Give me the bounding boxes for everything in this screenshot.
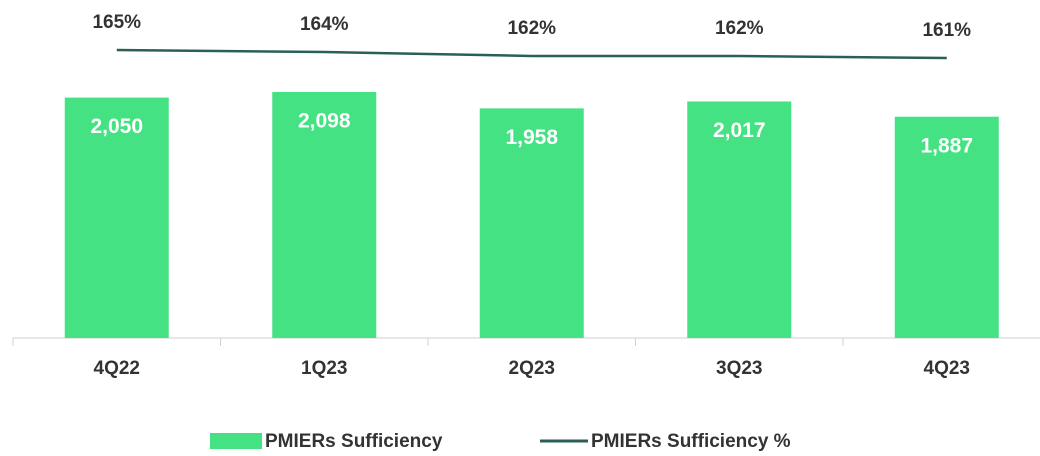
- x-tick-label: 1Q23: [301, 358, 347, 379]
- legend-label: PMIERs Sufficiency: [265, 431, 443, 452]
- bar: [894, 116, 999, 338]
- line-value-label: 162%: [715, 18, 764, 39]
- line-value-label: 162%: [507, 18, 556, 39]
- bar-value-label: 1,887: [920, 134, 973, 157]
- x-tick-label: 4Q22: [94, 358, 140, 379]
- bar-value-label: 2,098: [298, 110, 351, 133]
- line-value-label: 164%: [300, 14, 349, 35]
- line-value-label: 165%: [92, 12, 141, 33]
- x-tick-label: 3Q23: [716, 358, 762, 379]
- bar-value-label: 2,017: [713, 119, 766, 142]
- x-tick-label: 2Q23: [509, 358, 555, 379]
- bar: [272, 91, 377, 338]
- legend-label: PMIERs Sufficiency %: [591, 431, 791, 452]
- bar: [64, 97, 169, 338]
- line: [116, 48, 947, 60]
- bar: [479, 108, 584, 338]
- bar-value-label: 1,958: [505, 126, 558, 149]
- x-tick-label: 4Q23: [924, 358, 970, 379]
- bar: [687, 101, 792, 338]
- bar-value-label: 2,050: [90, 115, 143, 138]
- line-value-label: 161%: [922, 20, 971, 41]
- legend-swatch: [210, 433, 262, 449]
